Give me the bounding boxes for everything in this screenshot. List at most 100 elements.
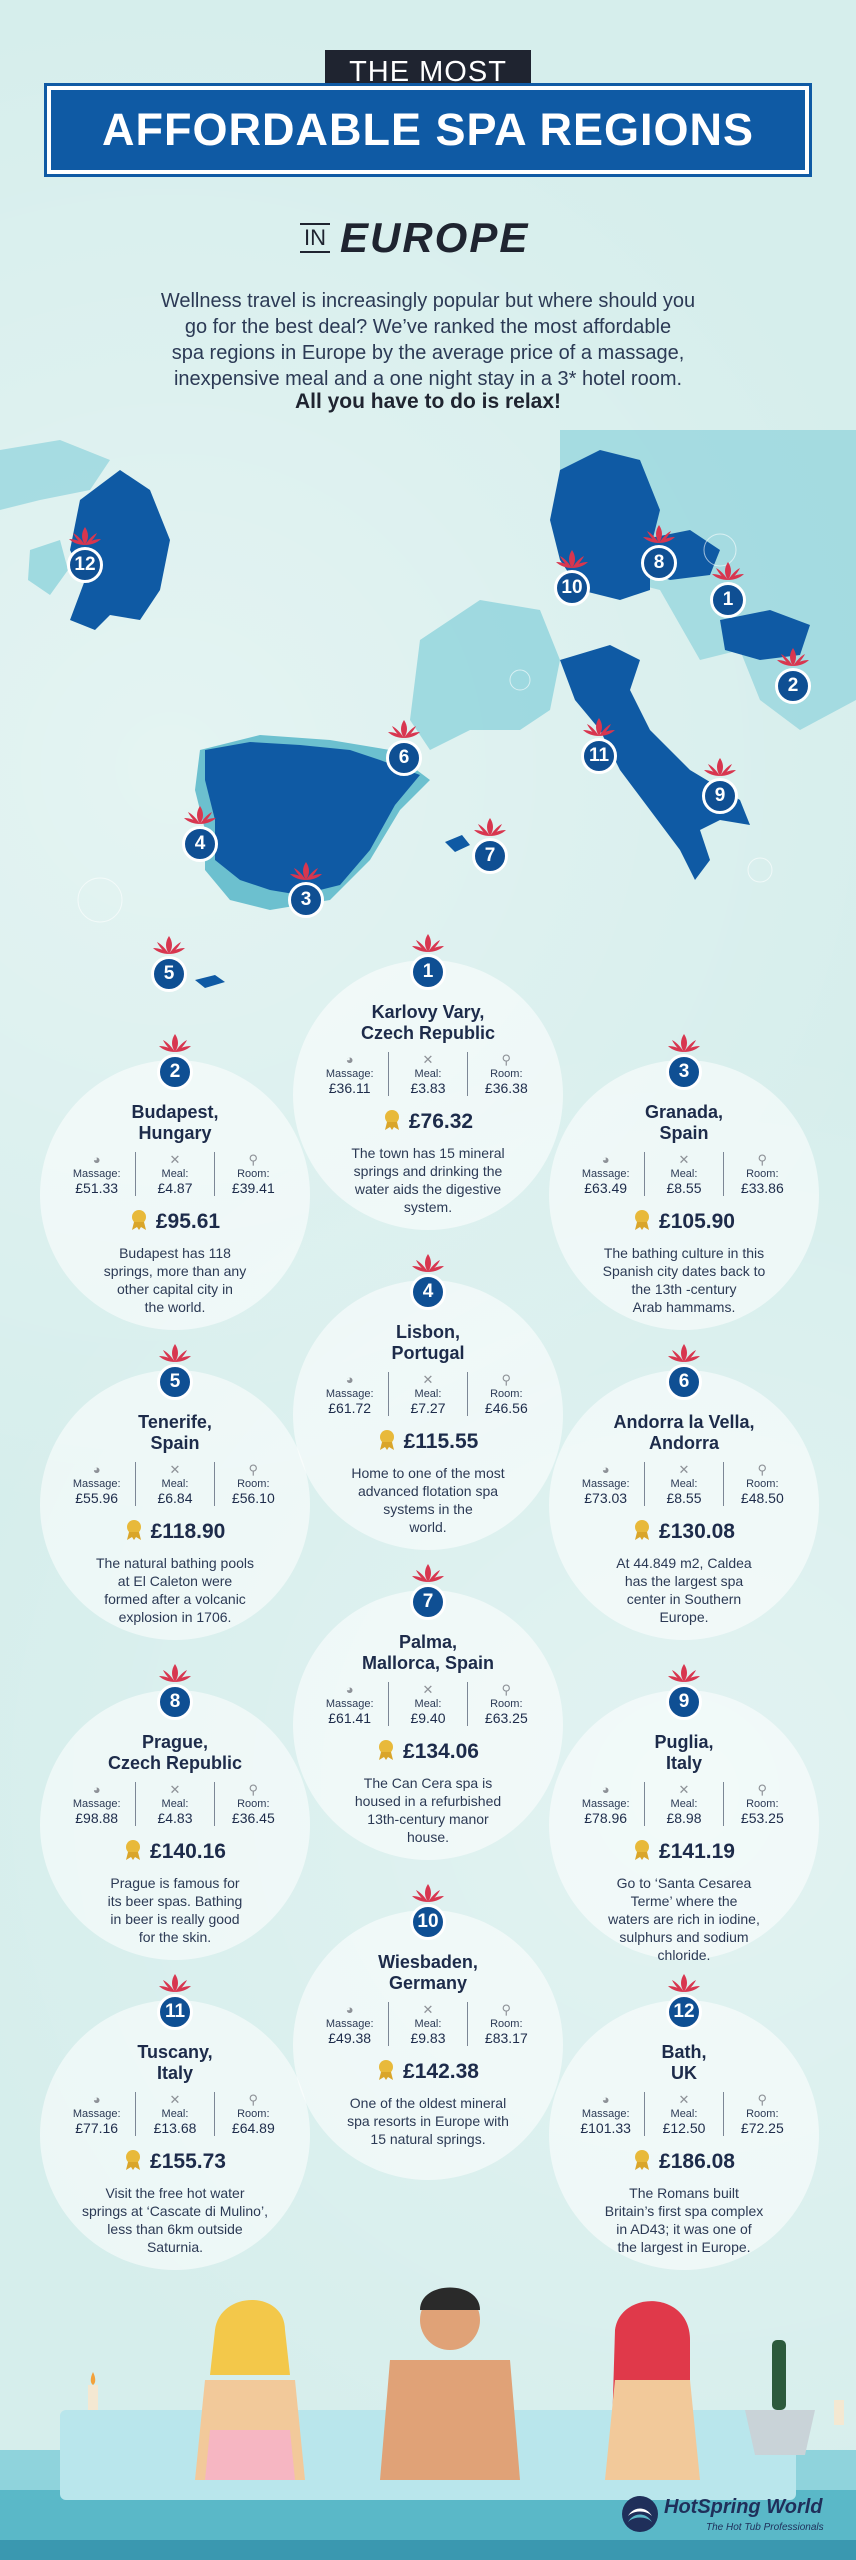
massage-price: £49.38 [328, 2030, 372, 2046]
city-name: Tuscany, Italy [60, 2042, 290, 2084]
room-stat: ⚲ Room: £39.41 [213, 1152, 292, 1196]
city-name-line: Germany [388, 1973, 468, 1993]
meal-price: £8.98 [666, 1810, 702, 1826]
room-price: £39.41 [231, 1180, 275, 1196]
description-line: for the skin. [138, 1929, 212, 1945]
map-land-hungary [720, 610, 810, 660]
region-card-4: 4 Lisbon, Portugal ◕ Massage: £61.72 ✕ Me… [293, 1254, 563, 1550]
rank-number: 8 [157, 1684, 193, 1720]
region-description: The town has 15 mineral springs and drink… [333, 1144, 523, 1216]
room-price: £53.25 [740, 1810, 784, 1826]
champagne-bottle [772, 2340, 786, 2410]
room-stat: ⚲ Room: £83.17 [466, 2002, 545, 2046]
massage-label: Massage: [581, 2108, 630, 2120]
map-marker-1[interactable]: 1 [707, 560, 749, 624]
medal-icon [379, 1740, 394, 1760]
room-label: Room: [237, 2108, 270, 2120]
massage-stones-icon: ◕ [601, 1782, 610, 1797]
rank-marker: 3 [663, 1032, 705, 1096]
room-key-icon: ⚲ [757, 2092, 768, 2107]
marker-number: 9 [702, 778, 738, 814]
city-name-line: Lisbon, [396, 1322, 460, 1342]
meal-label: Meal: [161, 1798, 189, 1810]
intro-tagline: All you have to do is relax! [294, 390, 562, 413]
lotus-icon [412, 934, 444, 952]
room-price: £56.10 [231, 1490, 275, 1506]
description-line: springs and drinking the [353, 1163, 503, 1179]
description-line: One of the oldest mineral [349, 2095, 507, 2111]
room-label: Room: [490, 1698, 523, 1710]
meal-price: £4.83 [157, 1810, 193, 1826]
total-price-value: £140.16 [150, 1840, 226, 1863]
total-price: £155.73 [60, 2150, 290, 2174]
massage-label: Massage: [581, 1168, 630, 1180]
champagne-bucket [745, 2410, 815, 2455]
description-line: the largest in Europe. [617, 2239, 751, 2255]
city-name-line: UK [671, 2063, 697, 2083]
meal-label: Meal: [670, 1168, 698, 1180]
massage-stat: ◕ Massage: £78.96 [567, 1782, 644, 1826]
massage-price: £61.41 [328, 1710, 372, 1726]
massage-label: Massage: [325, 1698, 374, 1710]
meal-price: £7.27 [410, 1400, 446, 1416]
description-line: waters are rich in iodine, [608, 1911, 760, 1927]
description-line: Saturnia. [146, 2239, 204, 2255]
meal-stat: ✕ Meal: £9.40 [388, 1682, 466, 1726]
price-breakdown: ◕ Massage: £51.33 ✕ Meal: £4.87 ⚲ Room: … [58, 1152, 292, 1196]
description-line: 13th-century manor [367, 1811, 489, 1827]
description-line: less than 6km outside [107, 2221, 243, 2237]
total-price: £105.90 [569, 1210, 799, 1234]
room-label: Room: [746, 1168, 779, 1180]
brand-name: HotSpring World [664, 2496, 823, 2518]
room-key-icon: ⚲ [757, 1462, 768, 1477]
massage-price: £55.96 [75, 1490, 119, 1506]
room-label: Room: [237, 1798, 270, 1810]
map-marker-6[interactable]: 6 [383, 718, 425, 782]
map-marker-8[interactable]: 8 [638, 523, 680, 587]
massage-stones-icon: ◕ [601, 2092, 610, 2107]
massage-stat: ◕ Massage: £49.38 [311, 2002, 388, 2046]
description-line: at El Caleton were [117, 1573, 233, 1589]
description-line: chloride. [657, 1947, 711, 1963]
map-marker-3[interactable]: 3 [285, 860, 327, 924]
candle-flame [90, 2372, 96, 2385]
city-name-line: Czech Republic [107, 1753, 243, 1773]
meal-stat: ✕ Meal: £9.83 [388, 2002, 466, 2046]
meal-label: Meal: [414, 1388, 442, 1400]
room-label: Room: [746, 2108, 779, 2120]
description-line: world. [409, 1519, 447, 1535]
city-name-line: Italy [665, 1753, 703, 1773]
subtitle-region: EUROPE [340, 214, 530, 261]
room-stat: ⚲ Room: £53.25 [722, 1782, 801, 1826]
map-marker-10[interactable]: 10 [551, 548, 593, 612]
massage-price: £77.16 [75, 2120, 119, 2136]
massage-stones-icon: ◕ [601, 1152, 610, 1167]
map-marker-9[interactable]: 9 [699, 756, 741, 820]
map-marker-12[interactable]: 12 [64, 525, 106, 589]
map-marker-4[interactable]: 4 [179, 804, 221, 868]
marker-number: 10 [554, 570, 590, 606]
hotspring-logo[interactable]: HotSpring World The Hot Tub Professional… [620, 2492, 840, 2542]
region-description: Prague is famous for its beer spas. Bathi… [80, 1874, 270, 1946]
room-price: £63.25 [484, 1710, 528, 1726]
map-marker-11[interactable]: 11 [578, 716, 620, 780]
hotspring-swirl-icon [622, 2496, 658, 2532]
map-marker-7[interactable]: 7 [469, 816, 511, 880]
total-price-value: £134.06 [403, 1740, 479, 1763]
room-stat: ⚲ Room: £33.86 [722, 1152, 801, 1196]
lotus-icon [69, 527, 101, 545]
region-card-7: 7 Palma, Mallorca, Spain ◕ Massage: £61.4… [293, 1564, 563, 1860]
description-line: Terme’ where the [630, 1893, 738, 1909]
region-card-8: 8 Prague, Czech Republic ◕ Massage: £98.8… [40, 1664, 310, 1960]
total-price: £95.61 [60, 1210, 290, 1234]
city-name-line: Budapest, [131, 1102, 219, 1122]
marker-number: 12 [67, 547, 103, 583]
map-marker-5[interactable]: 5 [148, 934, 190, 998]
massage-price: £73.03 [584, 1490, 628, 1506]
description-line: Visit the free hot water [105, 2185, 245, 2201]
intro-line: inexpensive meal and a one night stay in… [173, 368, 683, 390]
description-line: advanced flotation spa [357, 1483, 499, 1499]
map-marker-2[interactable]: 2 [772, 646, 814, 710]
region-description: The bathing culture in this Spanish city … [589, 1244, 779, 1316]
massage-price: £61.72 [328, 1400, 372, 1416]
